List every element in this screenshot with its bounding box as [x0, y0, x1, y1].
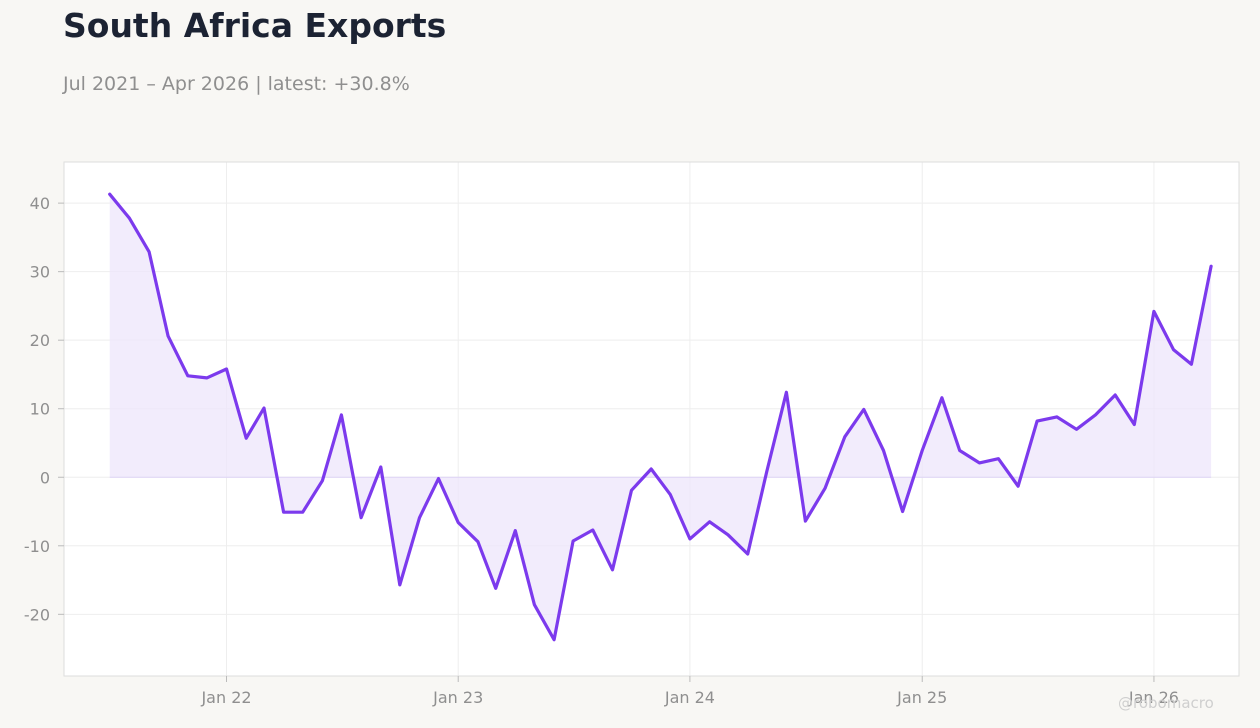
chart-title: South Africa Exports: [63, 6, 447, 45]
data-point: [862, 408, 866, 411]
y-tick-label: 40: [30, 194, 50, 213]
data-point: [1075, 428, 1078, 431]
y-tick-label: -20: [24, 605, 50, 624]
x-tick-label: Jan 24: [664, 688, 715, 707]
data-point: [379, 465, 382, 469]
x-tick-label: Jan 23: [432, 688, 483, 707]
series-group: [108, 192, 1213, 642]
data-point: [708, 520, 711, 523]
data-point: [166, 334, 170, 338]
series-line: [108, 192, 1213, 642]
data-point: [669, 493, 672, 496]
data-point: [978, 461, 981, 465]
data-point: [340, 413, 343, 417]
data-point: [1133, 423, 1136, 426]
data-point: [225, 367, 228, 371]
data-point: [1209, 264, 1213, 268]
data-point: [514, 529, 517, 532]
data-point: [108, 193, 111, 196]
data-point: [1055, 415, 1059, 419]
data-point: [726, 533, 730, 537]
y-tick-label: 20: [30, 331, 50, 350]
data-point: [765, 470, 768, 473]
data-point: [591, 528, 594, 532]
data-point: [244, 436, 248, 440]
y-axis: -20 -10 0 10 20 30 40: [24, 194, 64, 624]
y-tick-label: 0: [40, 468, 50, 487]
data-point: [649, 467, 653, 471]
data-point: [262, 406, 266, 410]
data-point: [843, 435, 846, 439]
data-point: [457, 521, 460, 524]
watermark: @robomacro: [1118, 694, 1214, 712]
data-point: [398, 583, 402, 587]
data-point: [997, 457, 1000, 460]
data-point: [359, 516, 363, 519]
y-tick-label: -10: [24, 537, 50, 556]
data-point: [823, 487, 827, 490]
data-point: [921, 449, 924, 452]
data-point: [301, 511, 304, 514]
data-point: [1172, 348, 1175, 351]
data-point: [147, 250, 151, 253]
data-point: [958, 449, 961, 452]
y-tick-label: 10: [30, 400, 50, 419]
data-point: [1152, 310, 1156, 313]
data-point: [1094, 413, 1097, 417]
data-point: [437, 477, 440, 480]
data-point: [205, 376, 209, 380]
data-point: [552, 638, 556, 641]
plot-frame: [63, 161, 1240, 677]
x-tick-label: Jan 26: [1128, 688, 1179, 707]
chart-subtitle: Jul 2021 – Apr 2026 | latest: +30.8%: [63, 73, 410, 95]
data-point: [418, 516, 421, 519]
x-axis: Jan 22 Jan 23 Jan 24 Jan 25 Jan 26: [200, 676, 1179, 707]
data-point: [1114, 393, 1117, 397]
data-point: [128, 216, 131, 220]
data-point: [494, 587, 497, 590]
data-point: [476, 540, 480, 543]
data-point: [1190, 362, 1193, 366]
data-point: [804, 519, 807, 523]
x-tick-label: Jan 25: [896, 688, 947, 707]
data-point: [186, 374, 189, 378]
data-point: [940, 396, 944, 399]
data-point: [1035, 419, 1039, 423]
y-tick-label: 30: [30, 263, 50, 282]
data-point: [882, 449, 885, 452]
data-point: [571, 539, 575, 543]
data-point: [746, 552, 749, 556]
data-point: [533, 603, 536, 606]
data-point: [688, 537, 692, 541]
data-point: [611, 568, 614, 571]
data-point: [282, 511, 285, 514]
data-point: [1016, 484, 1020, 488]
data-point: [785, 391, 788, 394]
data-point: [901, 510, 904, 513]
data-point: [321, 479, 324, 482]
data-point: [630, 489, 633, 492]
x-tick-label: Jan 22: [200, 688, 251, 707]
